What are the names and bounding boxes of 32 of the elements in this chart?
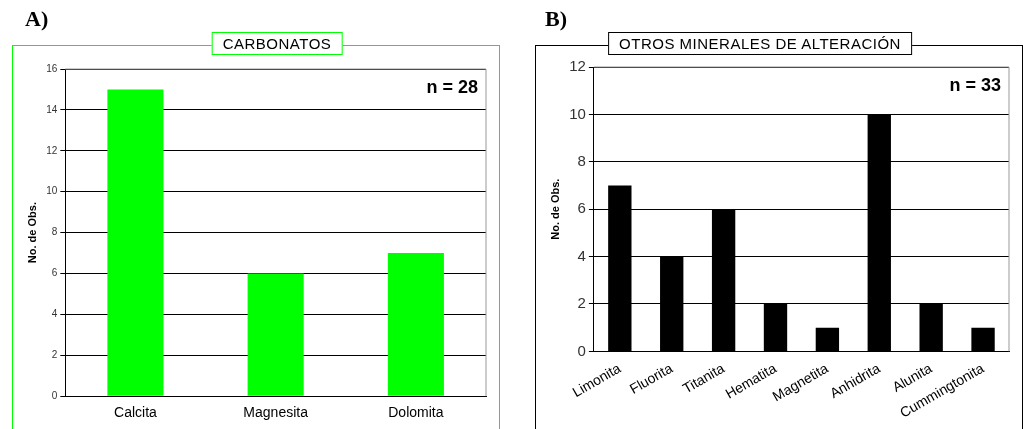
text: A) [25, 6, 49, 32]
annotation: n = 28 [426, 76, 478, 97]
y-tick-label: 14 [46, 103, 58, 115]
y-tick-label: 12 [569, 57, 586, 75]
y-tick-label: 8 [51, 226, 58, 238]
y-tick-label: 0 [51, 389, 58, 401]
y-tick-label: 4 [577, 246, 586, 264]
y-tick-label: 2 [577, 294, 586, 312]
y-tick-label: 10 [569, 104, 586, 122]
y-tick-label: 8 [577, 151, 586, 169]
y-tick-label: 6 [51, 267, 58, 279]
y-tick-label: 16 [46, 62, 58, 74]
x-tick-label: Dolomita [388, 404, 444, 421]
x-tick-label: Magnesita [243, 404, 309, 421]
chart-title: OTROS MINERALES DE ALTERACIÓN [608, 32, 912, 55]
chart-title: CARBONATOS [211, 32, 343, 55]
y-tick-label: 6 [577, 199, 586, 217]
annotation: n = 33 [949, 74, 1001, 95]
bar [815, 327, 840, 351]
x-tick-label: Calcita [114, 404, 158, 421]
bar [971, 327, 995, 351]
y-tick-label: 4 [51, 308, 58, 320]
text: B) [545, 6, 567, 32]
y-tick-label: 0 [577, 341, 586, 359]
y-tick-label: 2 [51, 349, 58, 361]
bar [247, 273, 304, 396]
y-axis-title: No. de Obs. [548, 178, 561, 240]
y-axis-title: No. de Obs. [25, 202, 38, 264]
y-tick-label: 10 [46, 185, 58, 197]
bar [107, 89, 164, 396]
y-tick-label: 12 [46, 144, 58, 156]
bar [387, 253, 444, 396]
